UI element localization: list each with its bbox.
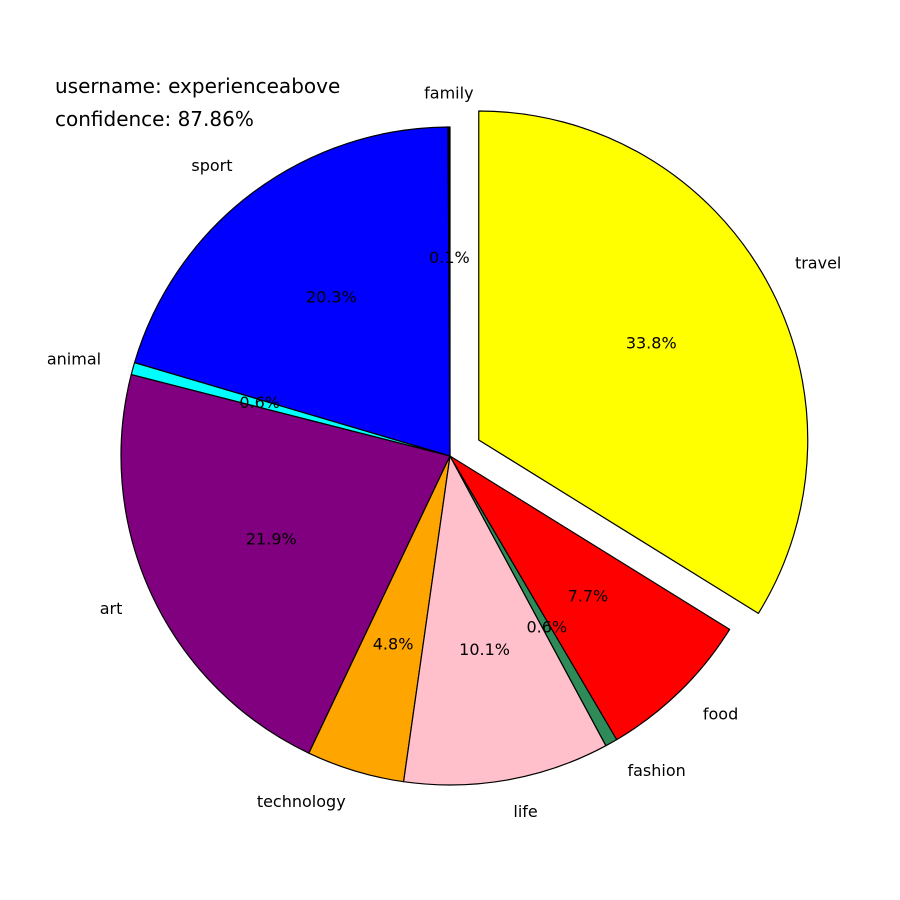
slice-pct-technology: 4.8% [373,635,414,654]
slice-pct-travel: 33.8% [626,334,677,353]
slice-label-sport: sport [191,156,232,175]
slice-label-art: art [100,599,123,618]
pie-slice-life [402,455,607,786]
slice-pct-food: 7.7% [568,587,609,606]
slice-pct-art: 21.9% [246,529,297,548]
pie-slices [120,110,809,786]
slice-pct-life: 10.1% [459,640,510,659]
slice-label-technology: technology [257,792,346,811]
slice-pct-animal: 0.6% [239,393,280,412]
pie-slice-food [449,455,731,741]
slice-pct-fashion: 0.6% [526,618,567,637]
slice-label-animal: animal [47,349,101,368]
slice-label-family: family [424,84,473,103]
slice-label-life: life [513,802,537,821]
confidence-annotation: confidence: 87.86% [55,107,254,131]
pie-labels: family 0.1% sport 20.3% animal 0.6% art 21.9% te… [47,84,842,821]
pie-slice-art [120,374,451,754]
slice-label-travel: travel [795,254,841,273]
slice-pct-sport: 20.3% [306,288,357,307]
slice-label-food: food [703,704,738,723]
slice-pct-family: 0.1% [429,248,470,267]
username-annotation: username: experienceabove [55,74,341,98]
slice-label-fashion: fashion [627,761,685,780]
pie-slice-sport [133,126,451,457]
pie-slice-travel [478,110,809,614]
